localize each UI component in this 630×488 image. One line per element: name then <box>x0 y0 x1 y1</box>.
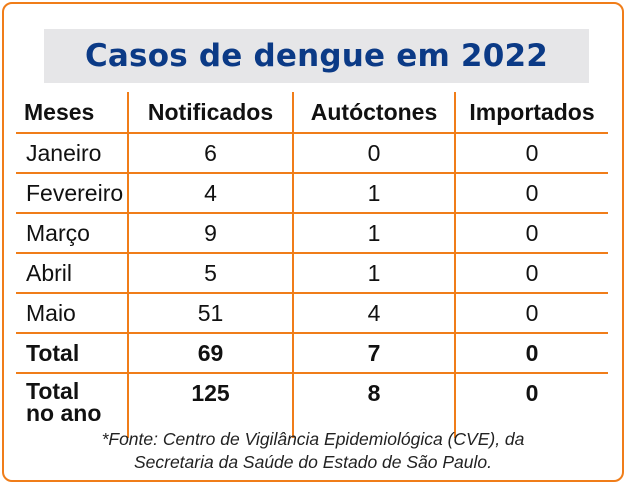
month-cell: Maio <box>16 293 128 334</box>
importados-cell: 0 <box>454 133 608 174</box>
total-year-importados: 0 <box>454 373 608 438</box>
total-year-label: Total no ano <box>16 373 128 438</box>
total-notificados: 69 <box>127 333 293 374</box>
table-row: Janeiro 6 0 0 <box>16 133 608 174</box>
notificados-cell: 51 <box>127 293 293 334</box>
importados-cell: 0 <box>454 253 608 294</box>
table-row: Março 9 1 0 <box>16 213 608 254</box>
table-row: Fevereiro 4 1 0 <box>16 173 608 214</box>
total-row: Total 69 7 0 <box>16 333 608 374</box>
header-autoctones: Autóctones <box>292 92 455 134</box>
month-cell: Fevereiro <box>16 173 128 214</box>
header-importados: Importados <box>454 92 608 134</box>
source-footnote: *Fonte: Centro de Vigilância Epidemiológ… <box>0 428 626 474</box>
autoctones-cell: 1 <box>292 173 455 214</box>
title-band: Casos de dengue em 2022 <box>44 29 589 83</box>
notificados-cell: 5 <box>127 253 293 294</box>
footnote-line1: *Fonte: Centro de Vigilância Epidemiológ… <box>101 429 525 449</box>
dengue-table: Meses Notificados Autóctones Importados … <box>16 92 608 438</box>
table-row: Maio 51 4 0 <box>16 293 608 334</box>
total-autoctones: 7 <box>292 333 455 374</box>
month-cell: Abril <box>16 253 128 294</box>
total-year-notificados: 125 <box>127 373 293 438</box>
total-year-autoctones: 8 <box>292 373 455 438</box>
importados-cell: 0 <box>454 173 608 214</box>
month-cell: Janeiro <box>16 133 128 174</box>
notificados-cell: 9 <box>127 213 293 254</box>
month-cell: Março <box>16 213 128 254</box>
total-importados: 0 <box>454 333 608 374</box>
total-year-row: Total no ano 125 8 0 <box>16 373 608 438</box>
autoctones-cell: 1 <box>292 253 455 294</box>
table-header-row: Meses Notificados Autóctones Importados <box>16 92 608 134</box>
notificados-cell: 6 <box>127 133 293 174</box>
importados-cell: 0 <box>454 293 608 334</box>
autoctones-cell: 4 <box>292 293 455 334</box>
notificados-cell: 4 <box>127 173 293 214</box>
total-year-label-line2: no ano <box>26 400 102 426</box>
importados-cell: 0 <box>454 213 608 254</box>
total-year-label-line1: Total <box>26 378 80 404</box>
total-label: Total <box>16 333 128 374</box>
autoctones-cell: 0 <box>292 133 455 174</box>
autoctones-cell: 1 <box>292 213 455 254</box>
table-row: Abril 5 1 0 <box>16 253 608 294</box>
footnote-line2: Secretaria da Saúde do Estado de São Pau… <box>133 452 493 472</box>
page-title: Casos de dengue em 2022 <box>84 38 549 74</box>
header-notificados: Notificados <box>127 92 293 134</box>
header-meses: Meses <box>16 92 128 134</box>
